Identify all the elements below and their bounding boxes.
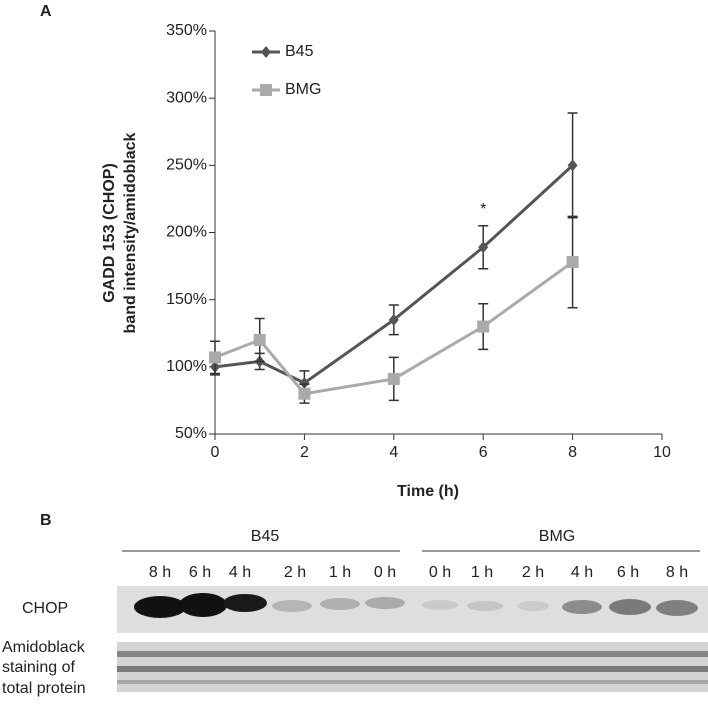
legend-marker bbox=[261, 46, 271, 58]
marker bbox=[209, 351, 221, 364]
x-axis-label: Time (h) bbox=[397, 483, 459, 500]
lane-label: 4 h bbox=[571, 564, 593, 581]
y-tick-label: 300% bbox=[166, 89, 207, 106]
band bbox=[422, 600, 458, 610]
band bbox=[134, 596, 186, 618]
y-axis-label: GADD 153 (CHOP) bbox=[101, 163, 118, 303]
marker bbox=[566, 256, 579, 269]
marker bbox=[567, 159, 578, 172]
lane-label: 6 h bbox=[189, 564, 211, 581]
y-tick-label: 200% bbox=[166, 224, 207, 241]
band bbox=[609, 599, 651, 615]
panel-label: A bbox=[40, 3, 52, 20]
lane-label: 2 h bbox=[522, 564, 544, 581]
band bbox=[467, 601, 503, 611]
band bbox=[562, 600, 602, 614]
band bbox=[223, 594, 267, 612]
row-label: Amidoblack bbox=[2, 639, 86, 656]
band bbox=[365, 597, 405, 609]
y-tick-label: 100% bbox=[166, 358, 207, 375]
marker bbox=[388, 313, 399, 326]
x-tick-label: 2 bbox=[300, 444, 309, 461]
band bbox=[272, 600, 312, 612]
band bbox=[320, 598, 360, 610]
band bbox=[117, 666, 708, 672]
x-tick-label: 10 bbox=[653, 444, 671, 461]
group-label: BMG bbox=[539, 528, 575, 545]
band bbox=[117, 680, 708, 684]
y-tick-label: 50% bbox=[175, 425, 207, 442]
series-line bbox=[214, 164, 574, 385]
x-tick-label: 4 bbox=[389, 444, 398, 461]
marker bbox=[298, 387, 311, 400]
x-tick-label: 0 bbox=[211, 444, 220, 461]
marker bbox=[299, 376, 310, 389]
lane-label: 2 h bbox=[284, 564, 306, 581]
band bbox=[179, 593, 227, 617]
y-tick-label: 350% bbox=[166, 22, 207, 39]
lane-label: 6 h bbox=[617, 564, 639, 581]
lane-label: 0 h bbox=[429, 564, 451, 581]
annotation: * bbox=[480, 201, 486, 218]
lane-label: 8 h bbox=[666, 564, 688, 581]
series-line bbox=[214, 260, 574, 396]
legend-marker bbox=[260, 84, 272, 96]
y-tick-label: 150% bbox=[166, 291, 207, 308]
x-tick-label: 6 bbox=[479, 444, 488, 461]
lane-label: 1 h bbox=[329, 564, 351, 581]
lane-label: 0 h bbox=[374, 564, 396, 581]
lane-label: 8 h bbox=[149, 564, 171, 581]
marker bbox=[253, 333, 266, 346]
marker bbox=[477, 320, 490, 333]
band bbox=[117, 651, 708, 657]
panel-label: B bbox=[40, 512, 52, 529]
marker bbox=[387, 372, 400, 385]
legend-label: B45 bbox=[285, 43, 314, 60]
blot bbox=[117, 586, 708, 692]
band bbox=[656, 600, 698, 616]
row-label: CHOP bbox=[22, 600, 68, 617]
lane-label: 1 h bbox=[471, 564, 493, 581]
legend-label: BMG bbox=[285, 81, 321, 98]
y-tick-label: 250% bbox=[166, 157, 207, 174]
x-tick-label: 8 bbox=[568, 444, 577, 461]
marker bbox=[478, 241, 489, 254]
group-label: B45 bbox=[251, 528, 280, 545]
y-axis-label: band intensity/amidoblack bbox=[122, 132, 139, 333]
lane-label: 4 h bbox=[229, 564, 251, 581]
row-label: staining of bbox=[2, 659, 75, 676]
band bbox=[517, 601, 549, 611]
row-label: total protein bbox=[2, 680, 86, 697]
